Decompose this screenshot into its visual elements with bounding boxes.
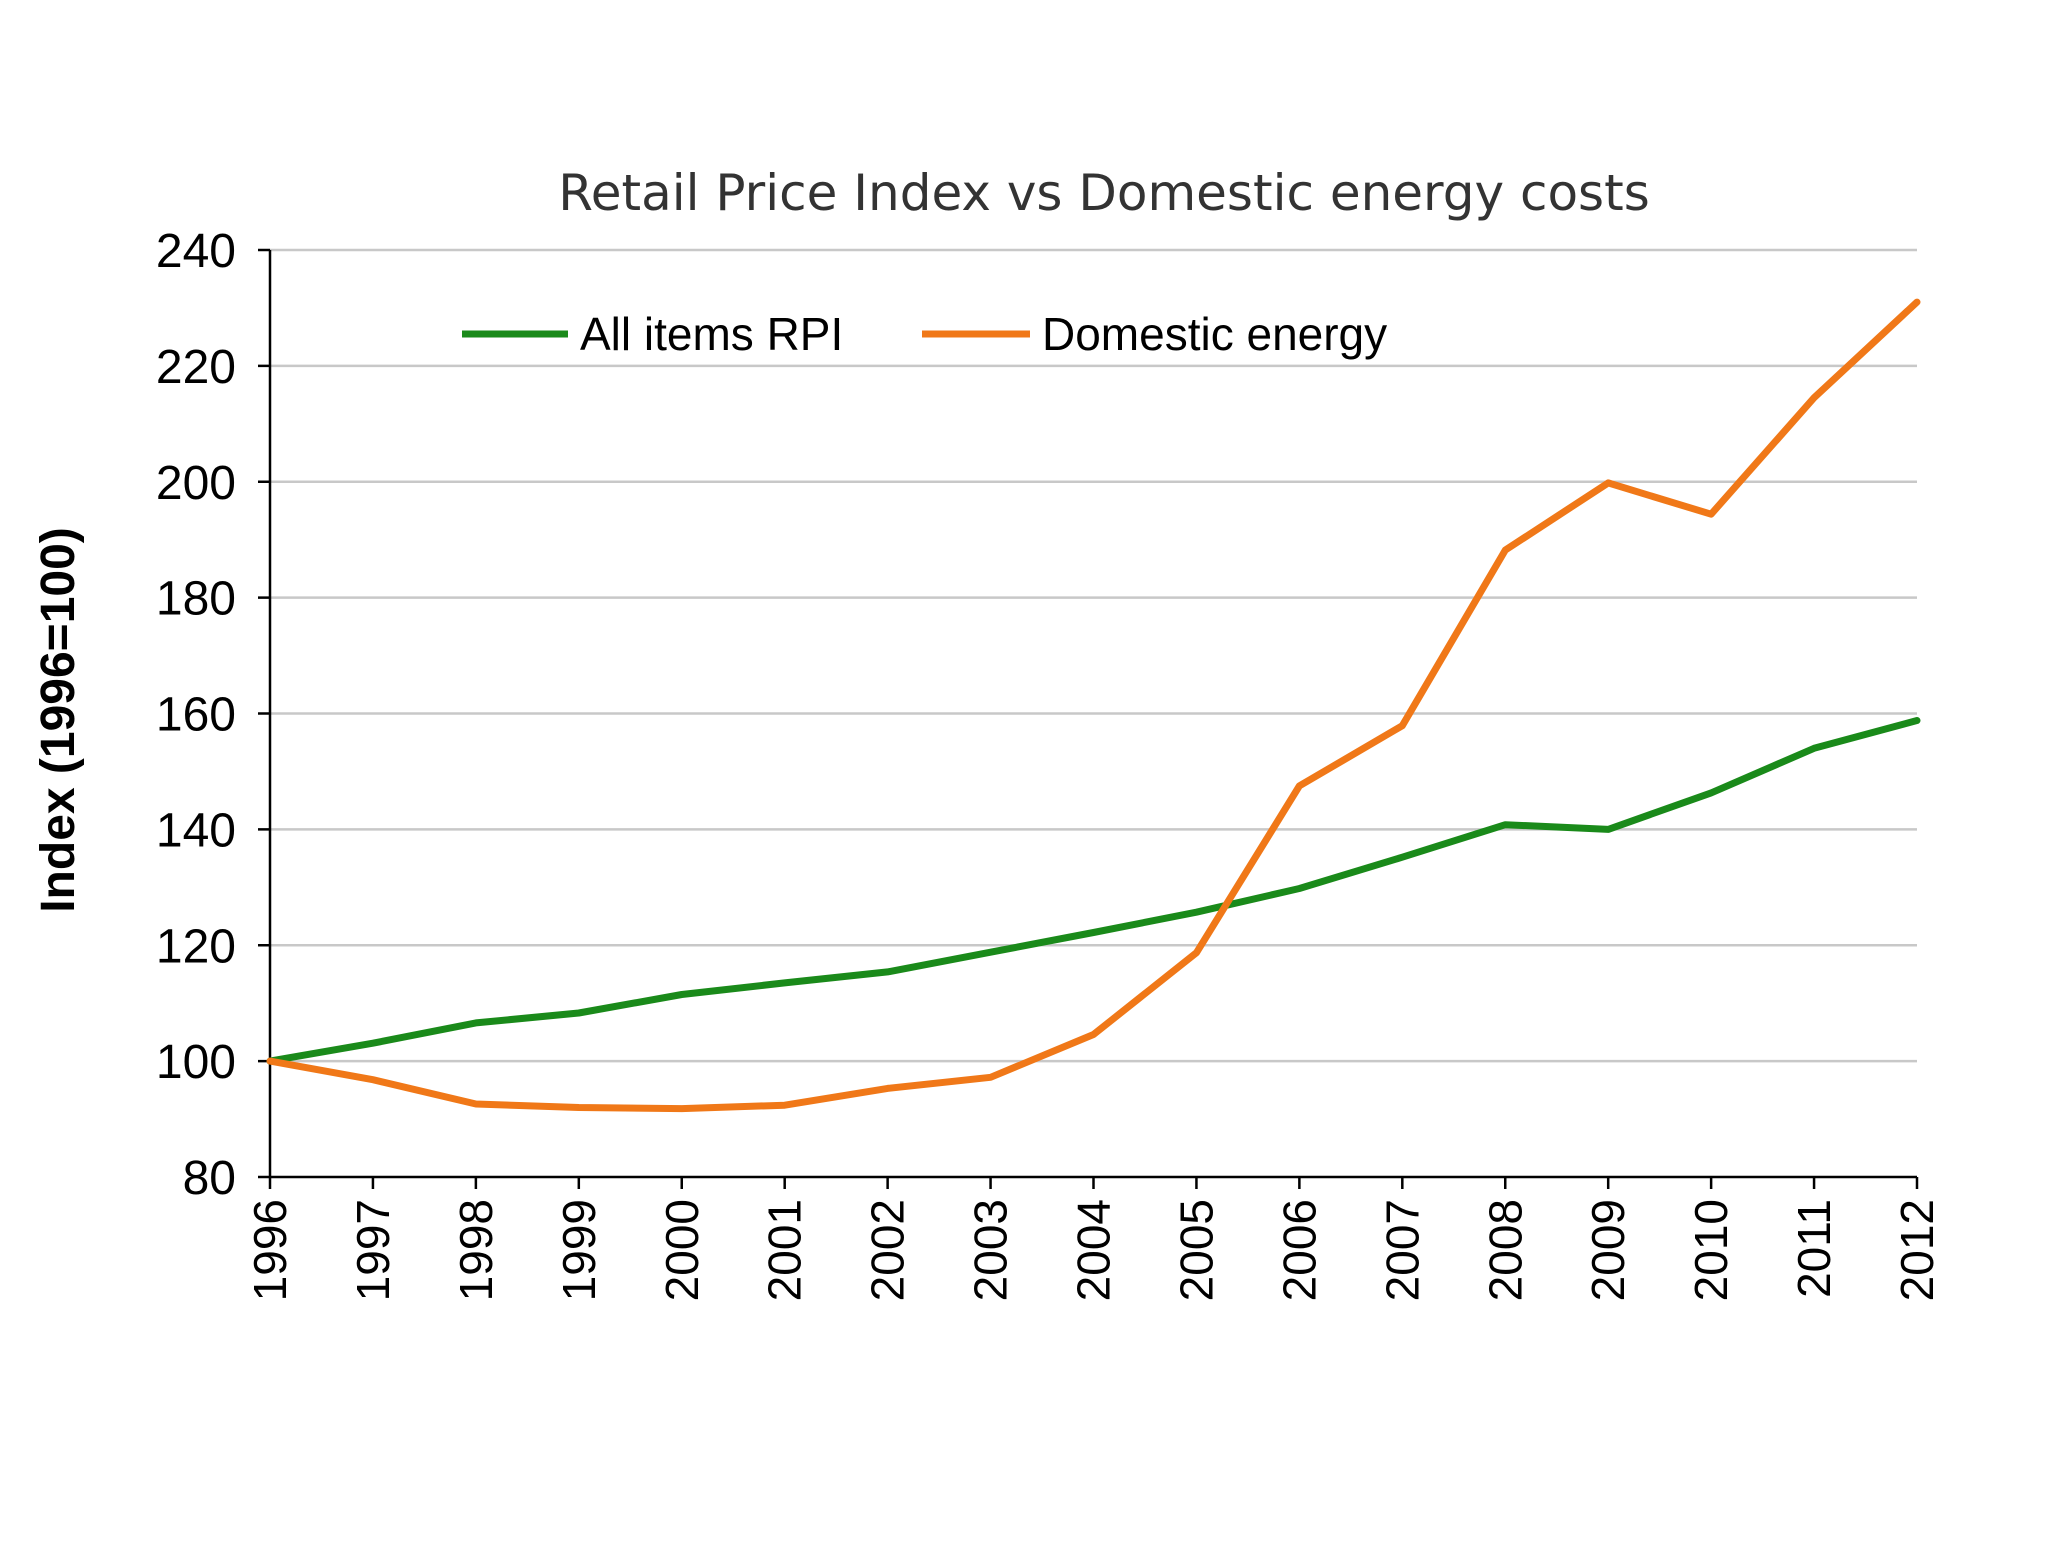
legend-label-all-items-rpi: All items RPI [580, 308, 843, 360]
x-tick-label-2004: 2004 [1068, 1199, 1120, 1301]
y-tick-label-120: 120 [156, 920, 236, 973]
y-tick-label-200: 200 [156, 457, 236, 510]
legend: All items RPI Domestic energy [462, 308, 1387, 360]
x-tick-label-2009: 2009 [1582, 1199, 1634, 1301]
y-tick-label-140: 140 [156, 804, 236, 857]
series-line-domestic-energy [266, 298, 1921, 1113]
x-tick-label-2003: 2003 [965, 1199, 1017, 1301]
x-tick-label-2002: 2002 [862, 1199, 914, 1301]
x-tick-label-2012: 2012 [1891, 1199, 1943, 1301]
y-tick-label-180: 180 [156, 573, 236, 626]
x-tick-label-1997: 1997 [347, 1199, 399, 1301]
x-tick-label-2007: 2007 [1376, 1199, 1428, 1301]
x-tick-label-2010: 2010 [1685, 1199, 1737, 1301]
y-tick-label-220: 220 [156, 341, 236, 394]
x-tick-label-1996: 1996 [244, 1199, 296, 1301]
y-tick-label-160: 160 [156, 689, 236, 742]
x-tick-label-1999: 1999 [553, 1199, 605, 1301]
chart-title: Retail Price Index vs Domestic energy co… [558, 164, 1650, 222]
y-tick-label-240: 240 [156, 225, 236, 278]
series-line-all-items-rpi [266, 717, 1921, 1065]
y-tick-labels: 80 100 120 140 160 180 200 220 240 [156, 225, 236, 1205]
legend-label-domestic-energy: Domestic energy [1042, 308, 1387, 360]
y-tick-label-100: 100 [156, 1036, 236, 1089]
x-tick-label-2000: 2000 [656, 1199, 708, 1301]
x-tick-label-1998: 1998 [450, 1199, 502, 1301]
grid-lines [270, 248, 1917, 1063]
x-tick-label-2011: 2011 [1788, 1199, 1840, 1298]
x-tick-label-2005: 2005 [1170, 1199, 1222, 1301]
series-lines [266, 298, 1921, 1113]
x-tick-label-2006: 2006 [1273, 1199, 1325, 1301]
y-tick-label-80: 80 [183, 1152, 236, 1205]
axes [258, 248, 1919, 1189]
x-tick-label-2008: 2008 [1479, 1199, 1531, 1301]
y-axis-label: Index (1996=100) [32, 527, 85, 913]
x-tick-label-2001: 2001 [759, 1199, 811, 1301]
x-tick-labels: 1996 1997 1998 1999 2000 2001 2002 2003 2004 2005… [244, 1199, 1943, 1301]
